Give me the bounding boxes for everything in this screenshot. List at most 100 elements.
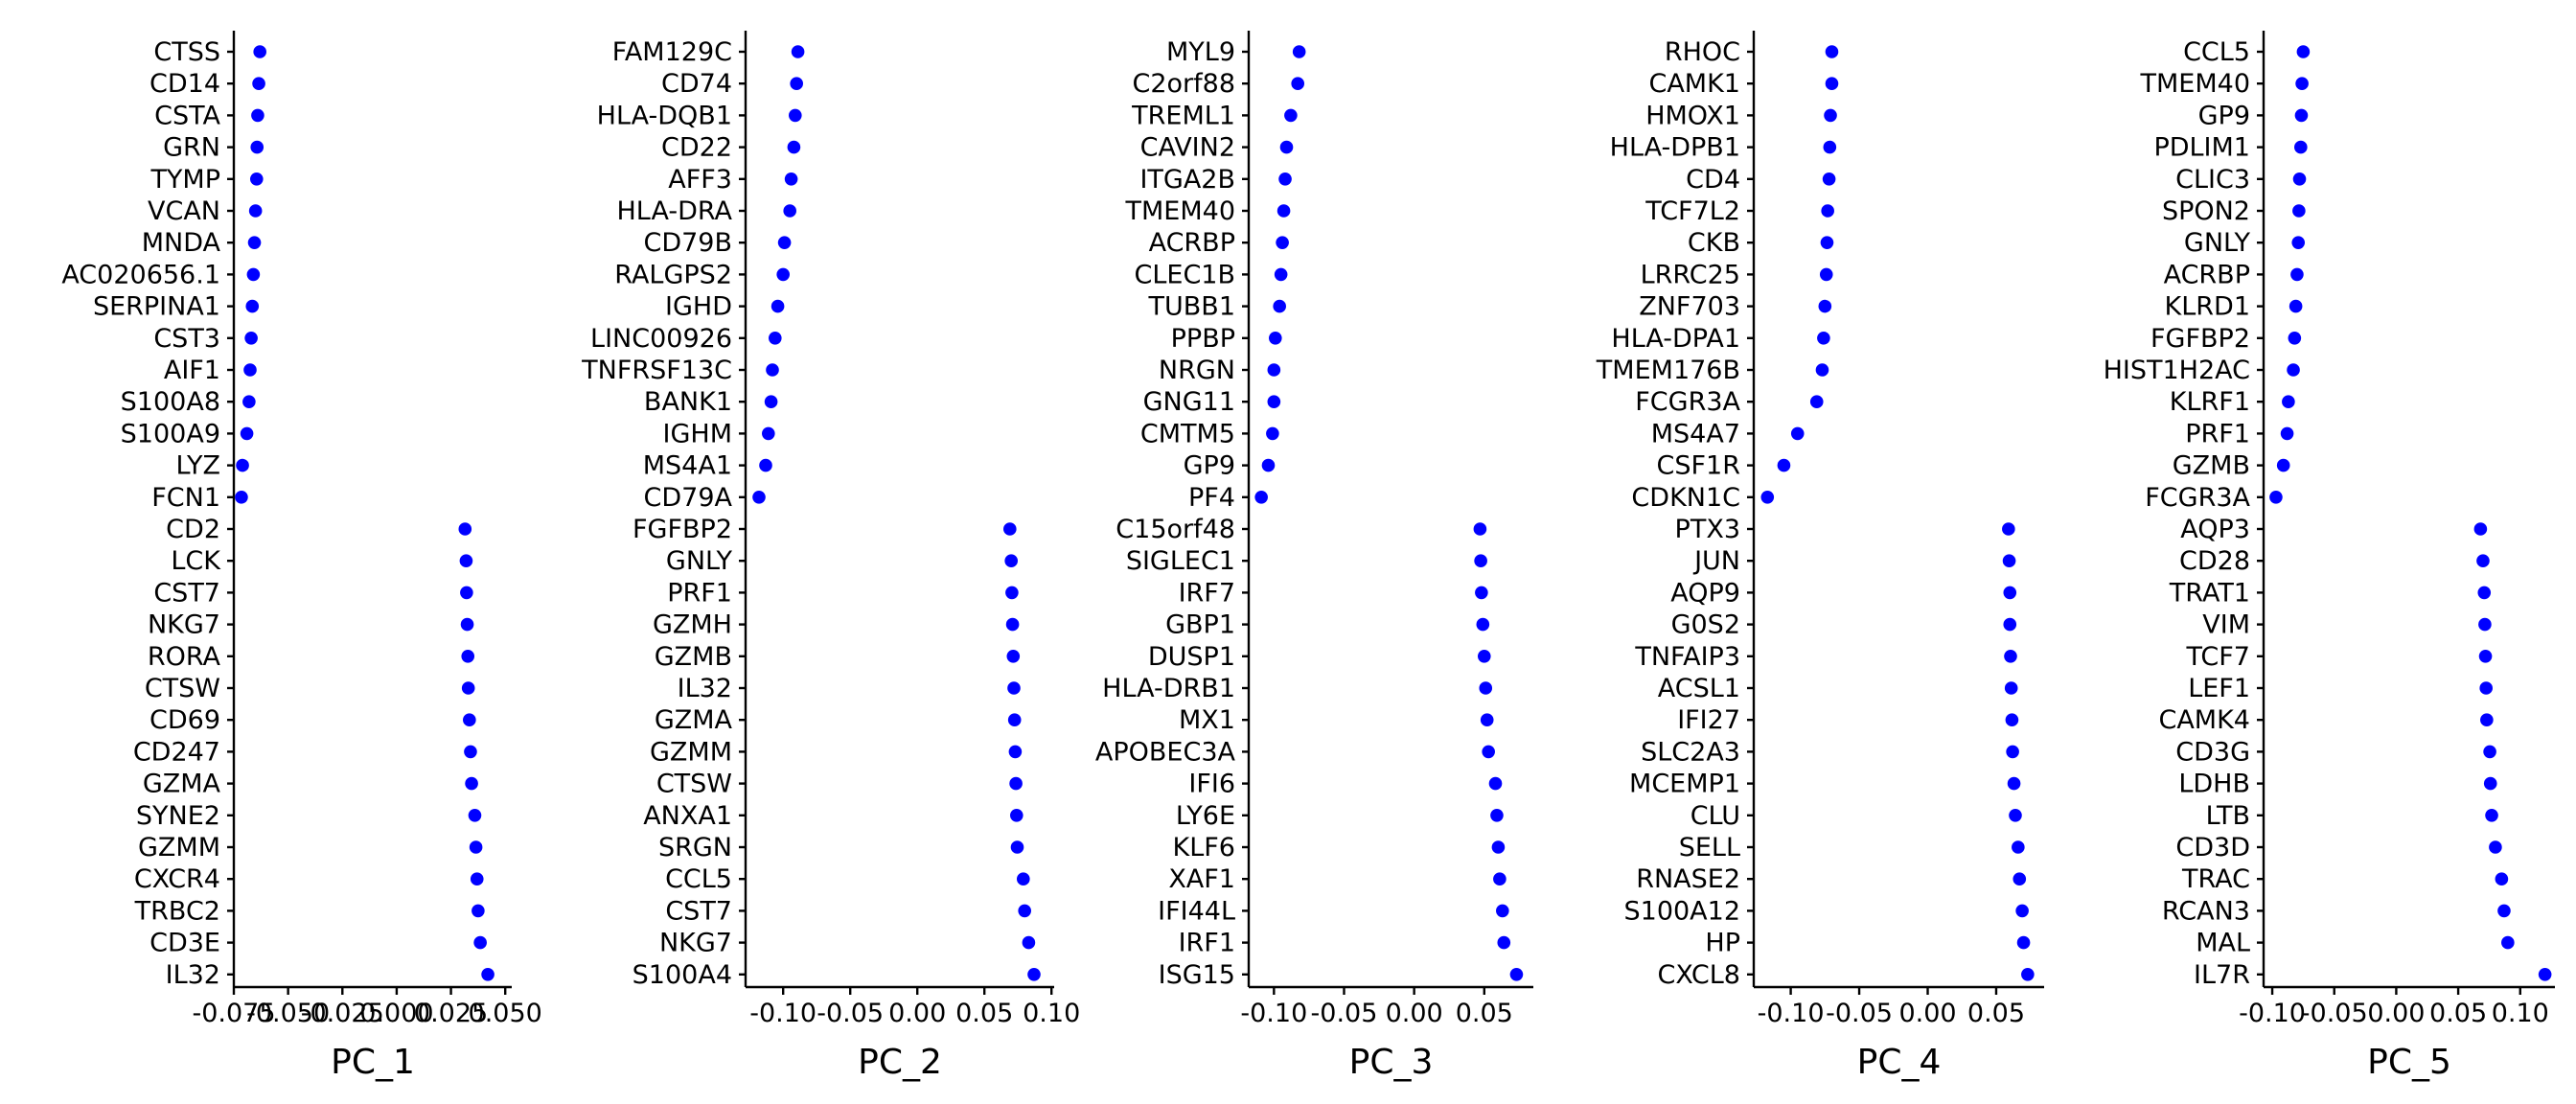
gene-label: GZMA [655,705,733,735]
loading-point [1817,332,1830,345]
gene-label: CD247 [133,737,220,767]
gene-label: MS4A1 [643,451,732,481]
x-tick-label: -0.10 [1240,999,1307,1028]
loading-point [1475,586,1488,600]
loading-point [2473,522,2488,536]
gene-label: SPON2 [2162,196,2250,226]
gene-label: ACSL1 [1658,674,1740,703]
gene-label: CST3 [153,324,220,354]
loading-point [2009,809,2022,822]
loading-point [1825,77,1839,90]
gene-label: PPBP [1171,324,1235,354]
loading-point [1268,332,1282,345]
x-tick-label: -0.10 [1758,999,1825,1028]
gene-label: AIF1 [164,356,220,385]
loading-point [1292,45,1306,58]
loading-point [481,968,494,981]
loading-point [1493,872,1506,886]
gene-label: S100A4 [632,960,732,990]
gene-label: HLA-DRA [616,196,732,226]
gene-label: IL32 [166,960,220,990]
loading-point [465,776,478,791]
loading-point [1010,809,1024,822]
loading-point [1291,77,1305,90]
gene-label: CD28 [2179,546,2250,576]
gene-label: RNASE2 [1636,864,1740,894]
gene-label: AC020656.1 [61,260,220,289]
loading-point [243,363,257,377]
loading-point [459,554,473,567]
x-tick-label: 0.025 [414,999,488,1028]
loading-point [1022,935,1036,950]
loading-point [1509,968,1524,981]
loading-point [460,617,474,632]
x-axis-title: PC_3 [1349,1043,1434,1082]
gene-label: VCAN [148,196,220,226]
gene-label: CD3G [2175,737,2250,767]
gene-label: FCGR3A [1635,387,1740,417]
loading-point [1477,650,1491,663]
loading-point [464,745,477,759]
loading-point [1274,267,1288,282]
loading-point [235,491,248,504]
gene-label: IGHM [663,419,732,448]
loading-point [2003,617,2017,632]
gene-label: AQP3 [2180,515,2250,544]
x-tick-label: 0.05 [1456,999,1513,1028]
loading-point [2291,236,2306,249]
gene-label: TNFRSF13C [581,356,732,385]
gene-label: CD14 [150,69,220,99]
gene-label: IFI6 [1188,770,1235,799]
loading-point [2489,840,2502,854]
gene-label: HP [1705,929,1740,958]
x-tick-label: 0.050 [469,999,542,1028]
loading-point [2480,713,2494,726]
x-tick-label: -0.10 [2239,999,2306,1028]
gene-label: ACRBP [2164,260,2250,289]
loading-point [2483,776,2497,791]
gene-label: AQP9 [1670,578,1740,608]
loading-point [249,172,264,186]
gene-label: S100A8 [121,387,220,417]
gene-label: HMOX1 [1645,101,1740,130]
loading-point [1005,586,1019,600]
loading-point [1490,809,1504,822]
loading-point [1819,267,1833,282]
gene-label: FGFBP2 [2150,324,2250,354]
gene-label: GZMM [138,833,220,862]
loading-point [770,299,785,313]
gene-label: TCF7 [2186,642,2250,672]
loading-point [791,45,805,58]
loading-point [1017,872,1030,886]
gene-label: S100A9 [121,419,220,448]
gene-label: CCL5 [665,864,732,894]
loading-point [246,267,261,282]
x-tick-label: -0.075 [192,999,275,1028]
loading-point [1488,776,1503,791]
x-tick-label: -0.05 [1311,999,1378,1028]
loading-point [2292,172,2307,186]
loading-point [250,140,264,154]
loading-point [2004,681,2018,695]
loading-point [1009,776,1023,791]
loading-point [242,395,256,409]
loading-point [2495,872,2509,886]
loading-point [2002,554,2016,567]
loading-point [759,458,772,472]
gene-label: APOBEC3A [1095,737,1236,767]
loading-point [776,267,790,282]
gene-label: HLA-DRB1 [1102,674,1235,703]
loading-point [1476,617,1490,632]
gene-label: MCEMP1 [1629,770,1740,799]
loading-point [1790,426,1805,441]
loading-point [1003,522,1017,536]
loading-point [1825,45,1839,58]
x-tick-label: 0.05 [1967,999,2025,1028]
loading-point [252,77,265,90]
loading-point [1261,458,1276,472]
gene-label: TRAT1 [2169,578,2250,608]
gene-label: HLA-DQB1 [597,101,732,130]
